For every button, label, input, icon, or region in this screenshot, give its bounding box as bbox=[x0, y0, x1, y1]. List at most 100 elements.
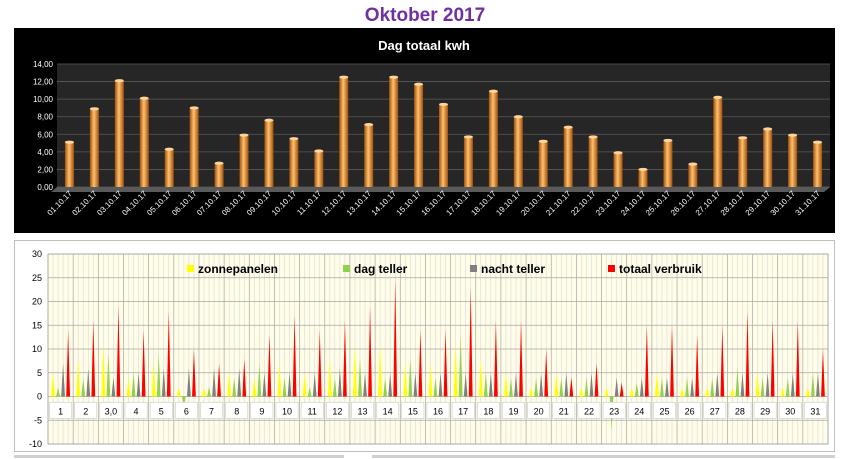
chart2-spike-nacht-teller bbox=[690, 377, 695, 397]
chart2-x-tick-box bbox=[577, 402, 601, 419]
chart2-spike-zonnepanelen bbox=[529, 387, 533, 397]
chart1-bar bbox=[538, 141, 548, 187]
chart2-spike-dag-teller bbox=[685, 377, 689, 397]
chart2-x-tick: 15 bbox=[408, 406, 418, 416]
chart2-spike-totaal-verbruik bbox=[695, 334, 700, 397]
chart2-x-tick-box bbox=[225, 402, 249, 419]
chart2-spike-totaal-verbruik bbox=[368, 306, 372, 397]
chart2-spike-dag-teller bbox=[207, 387, 211, 397]
daily-total-chart: Dag totaal kwh 0,00 2,00 4,00 6,00 8,00 10,00 1… bbox=[14, 28, 835, 233]
chart2-x-tick: 10 bbox=[282, 406, 292, 416]
chart2-spike-totaal-verbruik bbox=[242, 358, 247, 397]
chart2-spike-dag-teller bbox=[534, 377, 539, 397]
chart2-legend-label: zonnepanelen bbox=[198, 262, 278, 276]
chart2-spike-nacht-teller bbox=[639, 377, 644, 397]
chart2-spike-nacht-teller bbox=[514, 372, 518, 397]
chart2-spike-dag-teller bbox=[358, 358, 362, 397]
chart2-spike-nacht-teller bbox=[136, 372, 141, 397]
chart1-bar-top bbox=[364, 123, 374, 127]
chart2-spike-dag-teller bbox=[257, 363, 262, 397]
chart2-x-tick: 31 bbox=[810, 406, 820, 416]
chart2-x-tick: 2 bbox=[83, 406, 88, 416]
chart2-spike-zonnepanelen bbox=[378, 344, 383, 397]
chart2-legend-swatch bbox=[187, 265, 194, 272]
chart2-x-tick-box bbox=[451, 402, 475, 419]
chart2-spike-dag-teller bbox=[81, 377, 86, 397]
chart1-bar-top bbox=[788, 133, 798, 137]
chart2-spike-totaal-verbruik bbox=[343, 320, 347, 397]
chart2-x-tick-box bbox=[124, 402, 148, 419]
chart2-y-tick: 0 bbox=[37, 392, 42, 402]
chart2-x-tick-box bbox=[678, 402, 701, 419]
chart2-spike-totaal-verbruik bbox=[468, 287, 473, 397]
chart1-bar bbox=[314, 150, 324, 187]
chart1-bar bbox=[588, 136, 598, 187]
bottom-divider-right bbox=[372, 455, 835, 458]
chart2-spike-dag-teller bbox=[232, 377, 237, 397]
chart2-spike-nacht-teller bbox=[816, 372, 820, 397]
chart2-spike-zonnepanelen bbox=[51, 372, 55, 397]
chart2-x-tick-box bbox=[476, 402, 500, 419]
chart1-bar bbox=[613, 152, 623, 187]
chart2-spike-nacht-teller bbox=[715, 372, 720, 397]
chart2-spike-totaal-verbruik bbox=[569, 377, 574, 397]
chart2-spike-dag-teller bbox=[660, 377, 664, 397]
chart1-bar-top bbox=[339, 75, 349, 79]
chart2-spike-zonnepanelen bbox=[202, 387, 206, 397]
chart2-spike-totaal-verbruik bbox=[594, 363, 599, 397]
chart1-bar bbox=[114, 80, 124, 187]
chart1-x-tick: 02.10.17 bbox=[70, 189, 99, 218]
chart1-bar-top bbox=[613, 151, 623, 155]
chart2-x-tick-box bbox=[275, 402, 299, 419]
chart1-bar bbox=[164, 149, 174, 187]
chart2-spike-totaal-verbruik bbox=[519, 320, 523, 397]
chart1-x-tick: 12.10.17 bbox=[320, 189, 349, 218]
chart2-spike-dag-teller bbox=[760, 377, 765, 397]
chart2-x-tick-box bbox=[149, 402, 173, 419]
chart2-legend-swatch bbox=[470, 265, 477, 272]
chart1-bar bbox=[239, 135, 249, 187]
chart2-y-tick: -10 bbox=[29, 439, 42, 449]
chart2-x-tick: 5 bbox=[159, 406, 164, 416]
chart1-bar-top bbox=[563, 125, 573, 129]
chart1-x-tick: 23.10.17 bbox=[594, 189, 623, 218]
chart2-x-tick-box bbox=[527, 402, 550, 419]
chart2-y-tick: 10 bbox=[32, 344, 42, 354]
chart2-spike-zonnepanelen bbox=[730, 387, 735, 397]
chart2-spike-nacht-teller bbox=[312, 372, 317, 397]
chart1-bar-top bbox=[463, 135, 473, 139]
chart2-spike-totaal-verbruik bbox=[217, 363, 221, 397]
chart2-spike-totaal-verbruik bbox=[317, 330, 322, 397]
chart1-bar bbox=[389, 77, 399, 187]
chart1-x-tick: 28.10.17 bbox=[719, 189, 748, 218]
chart2-spike-totaal-verbruik bbox=[544, 349, 549, 397]
chart2-spike-dag-teller bbox=[509, 377, 513, 397]
chart2-spike-dag-teller bbox=[458, 334, 463, 397]
chart2-x-tick-box bbox=[502, 402, 525, 419]
chart2-legend-swatch bbox=[343, 265, 350, 272]
chart1-x-tick: 08.10.17 bbox=[220, 189, 249, 218]
chart2-spike-zonnepanelen bbox=[478, 358, 483, 397]
chart1-x-tick: 22.10.17 bbox=[569, 189, 598, 218]
chart2-spike-zonnepanelen bbox=[780, 387, 785, 397]
chart2-x-tick-box bbox=[728, 402, 752, 419]
daily-breakdown-chart: -10 -5 0 5 10 15 20 25 30 1 2 3,0 4 5 6 7 8 9 10 11 12 13 14 15… bbox=[14, 240, 835, 452]
chart1-x-tick: 21.10.17 bbox=[544, 189, 573, 218]
chart1-bar-top bbox=[389, 75, 399, 79]
chart2-spike-nacht-teller bbox=[388, 372, 393, 397]
chart1-bar-top bbox=[688, 162, 698, 166]
chart2-spike-dag-teller bbox=[559, 377, 564, 397]
chart2-x-tick: 14 bbox=[383, 406, 393, 416]
chart1-bar-top bbox=[289, 137, 299, 141]
chart2-spike-dag-teller bbox=[181, 396, 186, 406]
chart2-spike-totaal-verbruik bbox=[821, 349, 825, 397]
chart1-x-tick: 20.10.17 bbox=[519, 189, 548, 218]
chart2-spike-nacht-teller bbox=[589, 372, 594, 397]
chart2-spike-totaal-verbruik bbox=[418, 330, 423, 397]
chart2-legend-swatch bbox=[608, 265, 615, 272]
chart1-bar bbox=[439, 104, 448, 187]
chart2-spike-dag-teller bbox=[282, 377, 287, 397]
chart2-x-tick-box bbox=[778, 402, 802, 419]
chart1-x-tick: 14.10.17 bbox=[370, 189, 399, 218]
chart2-y-tick: 25 bbox=[32, 273, 42, 283]
